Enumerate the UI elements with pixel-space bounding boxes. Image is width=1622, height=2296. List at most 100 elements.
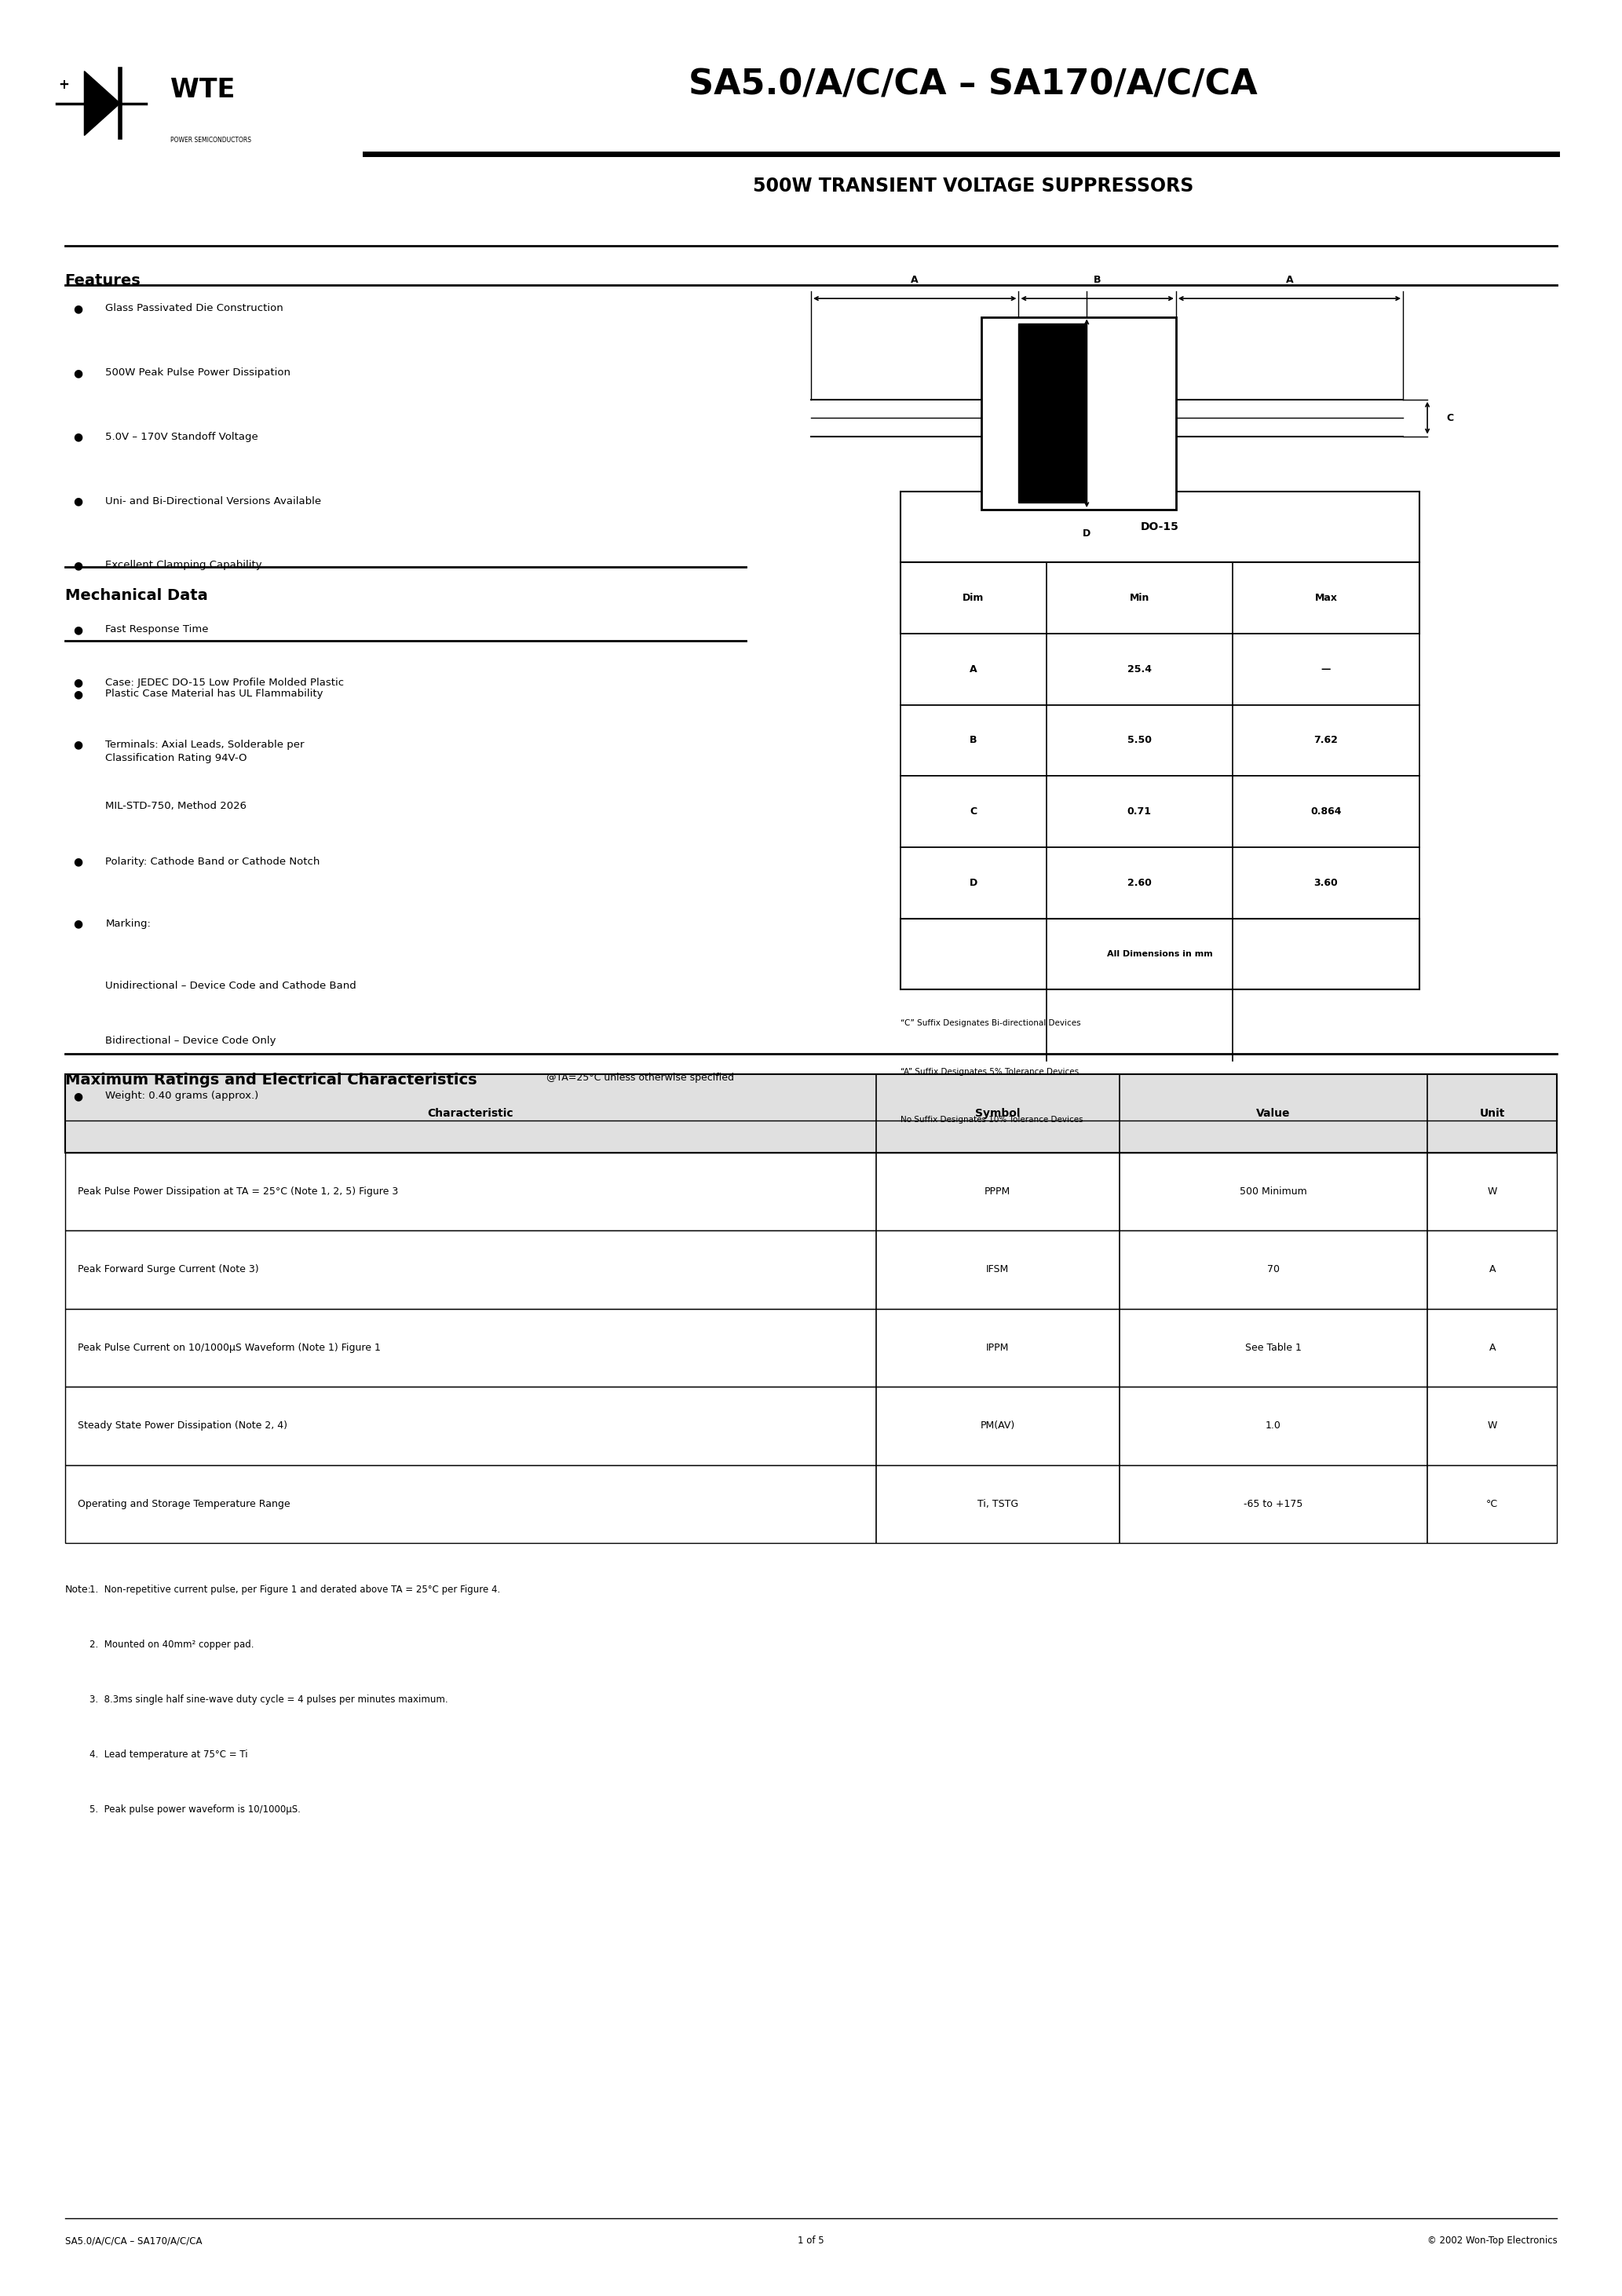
Text: POWER SEMICONDUCTORS: POWER SEMICONDUCTORS	[170, 135, 251, 145]
Text: © 2002 Won-Top Electronics: © 2002 Won-Top Electronics	[1427, 2236, 1557, 2245]
Text: Features: Features	[65, 273, 141, 287]
Text: Polarity: Cathode Band or Cathode Notch: Polarity: Cathode Band or Cathode Notch	[105, 856, 320, 866]
Text: ●: ●	[73, 432, 83, 443]
Text: ●: ●	[73, 677, 83, 689]
Text: B: B	[970, 735, 976, 746]
Text: See Table 1: See Table 1	[1246, 1343, 1301, 1352]
Text: A: A	[1489, 1343, 1495, 1352]
Text: Maximum Ratings and Electrical Characteristics: Maximum Ratings and Electrical Character…	[65, 1072, 477, 1086]
Text: 500W TRANSIENT VOLTAGE SUPPRESSORS: 500W TRANSIENT VOLTAGE SUPPRESSORS	[753, 177, 1194, 195]
Text: +: +	[58, 78, 70, 92]
Text: Peak Pulse Power Dissipation at TA = 25°C (Note 1, 2, 5) Figure 3: Peak Pulse Power Dissipation at TA = 25°…	[78, 1187, 399, 1196]
Text: A: A	[1286, 276, 1293, 285]
Text: “A” Suffix Designates 5% Tolerance Devices: “A” Suffix Designates 5% Tolerance Devic…	[900, 1068, 1079, 1075]
Text: B: B	[1093, 276, 1101, 285]
Text: No Suffix Designates 10% Tolerance Devices: No Suffix Designates 10% Tolerance Devic…	[900, 1116, 1083, 1123]
Text: -65 to +175: -65 to +175	[1244, 1499, 1302, 1508]
Text: Min: Min	[1129, 592, 1150, 604]
Text: 5.0V – 170V Standoff Voltage: 5.0V – 170V Standoff Voltage	[105, 432, 258, 441]
Text: ●: ●	[73, 303, 83, 315]
Text: SA5.0/A/C/CA – SA170/A/C/CA: SA5.0/A/C/CA – SA170/A/C/CA	[689, 69, 1257, 101]
Text: D: D	[1083, 528, 1090, 537]
Bar	[65, 1075, 1557, 1153]
Polygon shape	[84, 71, 120, 135]
Text: Excellent Clamping Capability: Excellent Clamping Capability	[105, 560, 263, 569]
Text: PM(AV): PM(AV)	[980, 1421, 1015, 1430]
Bar	[900, 705, 1419, 776]
Text: 2.60: 2.60	[1127, 877, 1152, 889]
Text: “C” Suffix Designates Bi-directional Devices: “C” Suffix Designates Bi-directional Dev…	[900, 1019, 1080, 1026]
Text: 0.864: 0.864	[1311, 806, 1341, 817]
Text: DO-15: DO-15	[1140, 521, 1179, 533]
Text: ●: ●	[73, 689, 83, 700]
Bar	[900, 918, 1419, 990]
Text: Steady State Power Dissipation (Note 2, 4): Steady State Power Dissipation (Note 2, …	[78, 1421, 287, 1430]
Text: Operating and Storage Temperature Range: Operating and Storage Temperature Range	[78, 1499, 290, 1508]
Text: 25.4: 25.4	[1127, 664, 1152, 675]
Text: IFSM: IFSM	[986, 1265, 1009, 1274]
Text: ●: ●	[73, 560, 83, 572]
Text: Weight: 0.40 grams (approx.): Weight: 0.40 grams (approx.)	[105, 1091, 260, 1100]
Text: Case: JEDEC DO-15 Low Profile Molded Plastic: Case: JEDEC DO-15 Low Profile Molded Pla…	[105, 677, 344, 687]
Text: Mechanical Data: Mechanical Data	[65, 588, 208, 602]
Text: A: A	[912, 276, 918, 285]
Text: Uni- and Bi-Directional Versions Available: Uni- and Bi-Directional Versions Availab…	[105, 496, 321, 505]
Bar	[1019, 324, 1087, 503]
Text: ●: ●	[73, 367, 83, 379]
Text: Peak Pulse Current on 10/1000μS Waveform (Note 1) Figure 1: Peak Pulse Current on 10/1000μS Waveform…	[78, 1343, 381, 1352]
Text: ●: ●	[73, 918, 83, 930]
Bar	[65, 1309, 1557, 1387]
Text: IPPM: IPPM	[986, 1343, 1009, 1352]
Text: Ti, TSTG: Ti, TSTG	[976, 1499, 1019, 1508]
Text: MIL-STD-750, Method 2026: MIL-STD-750, Method 2026	[105, 801, 247, 810]
Text: 3.60: 3.60	[1314, 877, 1338, 889]
Text: Bidirectional – Device Code Only: Bidirectional – Device Code Only	[105, 1035, 276, 1045]
Text: —: —	[1322, 664, 1330, 675]
Text: 70: 70	[1267, 1265, 1280, 1274]
Text: W: W	[1487, 1187, 1497, 1196]
Text: PPPM: PPPM	[985, 1187, 1011, 1196]
Bar	[981, 317, 1176, 510]
Text: 0.71: 0.71	[1127, 806, 1152, 817]
Text: A: A	[1489, 1265, 1495, 1274]
Bar	[65, 1153, 1557, 1231]
Text: 500 Minimum: 500 Minimum	[1239, 1187, 1307, 1196]
Text: 500W Peak Pulse Power Dissipation: 500W Peak Pulse Power Dissipation	[105, 367, 290, 377]
Bar	[900, 847, 1419, 918]
Text: ●: ●	[73, 1091, 83, 1102]
Text: Max: Max	[1314, 592, 1338, 604]
Text: WTE: WTE	[170, 76, 235, 103]
Text: Marking:: Marking:	[105, 918, 151, 928]
Text: Note:: Note:	[65, 1584, 91, 1593]
Text: Fast Response Time: Fast Response Time	[105, 625, 209, 634]
Bar	[65, 1231, 1557, 1309]
Text: 2.  Mounted on 40mm² copper pad.: 2. Mounted on 40mm² copper pad.	[89, 1639, 253, 1649]
Text: Terminals: Axial Leads, Solderable per: Terminals: Axial Leads, Solderable per	[105, 739, 305, 748]
Bar	[900, 563, 1419, 634]
Text: ●: ●	[73, 625, 83, 636]
Text: 1 of 5: 1 of 5	[798, 2236, 824, 2245]
Text: 5.  Peak pulse power waveform is 10/1000μS.: 5. Peak pulse power waveform is 10/1000μ…	[89, 1805, 300, 1814]
Text: 7.62: 7.62	[1314, 735, 1338, 746]
Text: Classification Rating 94V-O: Classification Rating 94V-O	[105, 753, 247, 762]
Text: 1.0: 1.0	[1265, 1421, 1281, 1430]
Text: SA5.0/A/C/CA – SA170/A/C/CA: SA5.0/A/C/CA – SA170/A/C/CA	[65, 2236, 201, 2245]
Text: ●: ●	[73, 856, 83, 868]
Text: Peak Forward Surge Current (Note 3): Peak Forward Surge Current (Note 3)	[78, 1265, 260, 1274]
Text: Unit: Unit	[1479, 1109, 1505, 1118]
Text: 5.50: 5.50	[1127, 735, 1152, 746]
Text: Characteristic: Characteristic	[427, 1109, 514, 1118]
Text: Value: Value	[1255, 1109, 1291, 1118]
Text: °C: °C	[1486, 1499, 1499, 1508]
Text: 1.  Non-repetitive current pulse, per Figure 1 and derated above TA = 25°C per F: 1. Non-repetitive current pulse, per Fig…	[89, 1584, 500, 1593]
Text: A: A	[970, 664, 976, 675]
Bar	[65, 1387, 1557, 1465]
Text: D: D	[970, 877, 976, 889]
Text: @TA=25°C unless otherwise specified: @TA=25°C unless otherwise specified	[543, 1072, 735, 1081]
Bar	[900, 634, 1419, 705]
Text: 4.  Lead temperature at 75°C = Ti: 4. Lead temperature at 75°C = Ti	[89, 1750, 248, 1759]
Text: 3.  8.3ms single half sine-wave duty cycle = 4 pulses per minutes maximum.: 3. 8.3ms single half sine-wave duty cycl…	[89, 1694, 448, 1704]
Text: Dim: Dim	[962, 592, 985, 604]
Bar	[900, 776, 1419, 847]
Text: ●: ●	[73, 739, 83, 751]
